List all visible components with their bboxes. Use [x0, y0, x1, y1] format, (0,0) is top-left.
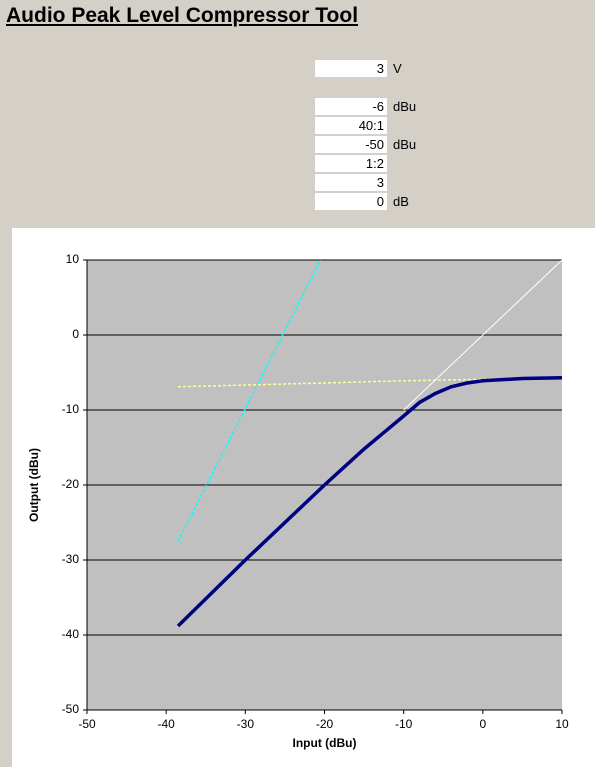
y-tick-label: 0	[72, 327, 79, 341]
x-tick-label: -40	[157, 717, 175, 731]
x-tick-label: -30	[237, 717, 255, 731]
series-line	[176, 376, 562, 628]
field-input[interactable]: 3	[315, 60, 387, 77]
x-tick-label: -10	[395, 717, 413, 731]
tool-title: Audio Peak Level Compressor Tool	[6, 4, 359, 27]
field-unit: dBu	[393, 99, 417, 114]
y-tick-label: 10	[66, 252, 80, 266]
y-tick-label: -10	[62, 402, 80, 416]
field-input[interactable]: 40:1	[315, 117, 387, 134]
y-tick-label: -40	[62, 627, 80, 641]
y-axis-label: Output (dBu)	[27, 448, 41, 522]
field-unit: dB	[393, 194, 409, 209]
y-tick-label: -30	[62, 552, 80, 566]
series-line	[403, 260, 562, 411]
x-tick-label: 10	[555, 717, 569, 731]
field-unit: V	[393, 61, 402, 76]
field-unit: dBu	[393, 137, 417, 152]
field-input[interactable]: 1:2	[315, 155, 387, 172]
field-input[interactable]: 0	[315, 193, 387, 210]
y-tick-label: -20	[62, 477, 80, 491]
field-input[interactable]: -6	[315, 98, 387, 115]
x-tick-label: -50	[78, 717, 96, 731]
x-axis-label: Input (dBu)	[293, 736, 357, 750]
x-tick-label: -20	[316, 717, 334, 731]
field-input[interactable]: -50	[315, 136, 387, 153]
series-line	[177, 260, 322, 542]
x-tick-label: 0	[479, 717, 486, 731]
field-input[interactable]: 3	[315, 174, 387, 191]
y-tick-label: -50	[62, 702, 80, 716]
